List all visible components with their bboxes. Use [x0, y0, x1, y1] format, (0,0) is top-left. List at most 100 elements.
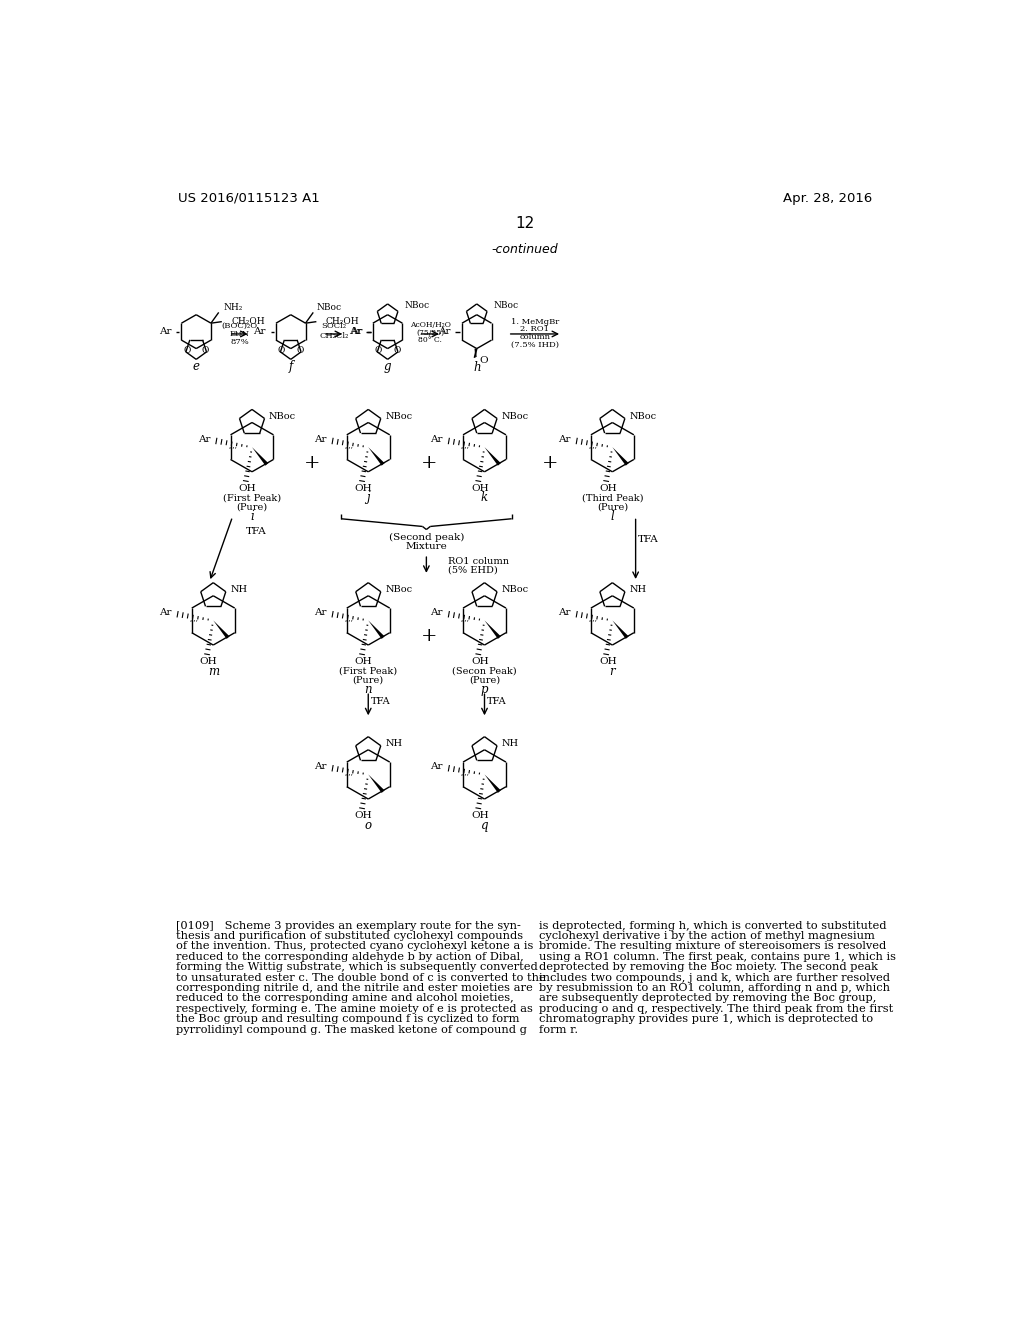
Text: forming the Wittig substrate, which is subsequently converted: forming the Wittig substrate, which is s…: [176, 962, 538, 973]
Text: OH: OH: [599, 484, 616, 494]
Text: p: p: [480, 684, 488, 696]
Text: form r.: form r.: [539, 1024, 578, 1035]
Text: (7.5% IHD): (7.5% IHD): [511, 341, 559, 348]
Text: O: O: [296, 346, 304, 355]
Text: (Pure): (Pure): [352, 676, 384, 685]
Text: of the invention. Thus, protected cyano cyclohexyl ketone a is: of the invention. Thus, protected cyano …: [176, 941, 534, 952]
Text: Ar: Ar: [314, 436, 327, 444]
Text: TFA: TFA: [371, 697, 390, 706]
Text: m: m: [208, 665, 219, 677]
Text: [0109]   Scheme 3 provides an exemplary route for the syn-: [0109] Scheme 3 provides an exemplary ro…: [176, 921, 521, 931]
Text: g: g: [384, 360, 391, 372]
Text: NBoc: NBoc: [630, 412, 656, 421]
Text: o: o: [365, 818, 372, 832]
Text: is deprotected, forming h, which is converted to substituted: is deprotected, forming h, which is conv…: [539, 921, 886, 931]
Text: CH₂OH: CH₂OH: [326, 317, 359, 326]
Text: deprotected by removing the Boc moiety. The second peak: deprotected by removing the Boc moiety. …: [539, 962, 878, 973]
Text: f: f: [289, 360, 293, 372]
Text: 12: 12: [515, 216, 535, 231]
Text: 1. MeMgBr: 1. MeMgBr: [511, 318, 559, 326]
Text: OH: OH: [471, 812, 488, 821]
Polygon shape: [612, 447, 629, 466]
Text: ,,,,: ,,,,: [461, 441, 470, 449]
Text: chromatography provides pure 1, which is deprotected to: chromatography provides pure 1, which is…: [539, 1014, 872, 1024]
Text: i: i: [250, 510, 254, 523]
Text: NH: NH: [502, 739, 519, 748]
Text: NBoc: NBoc: [502, 585, 528, 594]
Polygon shape: [213, 620, 229, 639]
Text: O: O: [479, 355, 487, 364]
Text: (Pure): (Pure): [237, 503, 267, 512]
Text: OH: OH: [239, 484, 256, 494]
Text: (BOC)₂O: (BOC)₂O: [221, 322, 258, 330]
Text: Ar: Ar: [314, 609, 327, 618]
Text: cyclohexyl derivative i by the action of methyl magnesium: cyclohexyl derivative i by the action of…: [539, 931, 874, 941]
Text: pyrrolidinyl compound g. The masked ketone of compound g: pyrrolidinyl compound g. The masked keto…: [176, 1024, 527, 1035]
Text: O: O: [393, 346, 400, 355]
Text: ,,,,: ,,,,: [190, 614, 199, 622]
Text: using a RO1 column. The first peak, contains pure 1, which is: using a RO1 column. The first peak, cont…: [539, 952, 896, 962]
Text: +: +: [542, 454, 559, 471]
Text: ,,,,: ,,,,: [589, 441, 598, 449]
Text: e: e: [193, 360, 200, 372]
Text: SOCl₂: SOCl₂: [322, 322, 347, 330]
Polygon shape: [484, 620, 501, 639]
Text: respectively, forming e. The amine moiety of e is protected as: respectively, forming e. The amine moiet…: [176, 1003, 532, 1014]
Polygon shape: [612, 620, 629, 639]
Text: ,,,,: ,,,,: [589, 614, 598, 622]
Text: NBoc: NBoc: [404, 301, 430, 310]
Text: O: O: [183, 346, 190, 355]
Text: 87%: 87%: [230, 338, 249, 346]
Text: NH₂: NH₂: [223, 304, 243, 313]
Text: TFA: TFA: [486, 697, 507, 706]
Text: q: q: [480, 818, 488, 832]
Text: OH: OH: [354, 812, 373, 821]
Text: Ar: Ar: [558, 609, 570, 618]
Polygon shape: [369, 447, 385, 466]
Text: producing o and q, respectively. The third peak from the first: producing o and q, respectively. The thi…: [539, 1003, 893, 1014]
Text: to unsaturated ester c. The double bond of c is converted to the: to unsaturated ester c. The double bond …: [176, 973, 546, 982]
Text: OH: OH: [599, 657, 616, 667]
Text: thesis and purification of substituted cyclohexyl compounds: thesis and purification of substituted c…: [176, 931, 523, 941]
Text: TFA: TFA: [246, 528, 266, 536]
Text: Ar: Ar: [438, 327, 451, 337]
Text: (Pure): (Pure): [469, 676, 500, 685]
Text: NBoc: NBoc: [494, 301, 519, 310]
Text: OH: OH: [354, 657, 373, 667]
Text: Ar: Ar: [254, 327, 266, 337]
Polygon shape: [484, 775, 501, 793]
Text: r: r: [609, 665, 615, 677]
Text: O: O: [202, 346, 209, 355]
Text: NH: NH: [385, 739, 402, 748]
Text: NBoc: NBoc: [269, 412, 296, 421]
Text: column: column: [519, 333, 550, 341]
Polygon shape: [369, 620, 385, 639]
Text: Mixture: Mixture: [406, 543, 447, 550]
Text: Ar: Ar: [558, 436, 570, 444]
Text: O: O: [278, 346, 286, 355]
Text: ,,,,: ,,,,: [461, 768, 470, 776]
Text: (Second peak): (Second peak): [389, 533, 464, 541]
Text: ,,,,: ,,,,: [228, 441, 238, 449]
Text: are subsequently deprotected by removing the Boc group,: are subsequently deprotected by removing…: [539, 994, 877, 1003]
Text: h: h: [473, 360, 480, 374]
Text: bromide. The resulting mixture of stereoisomers is resolved: bromide. The resulting mixture of stereo…: [539, 941, 886, 952]
Text: Ar: Ar: [349, 327, 361, 337]
Text: Et₃N: Et₃N: [229, 330, 250, 338]
Text: US 2016/0115123 A1: US 2016/0115123 A1: [178, 191, 321, 205]
Text: l: l: [610, 510, 614, 523]
Text: OH: OH: [354, 484, 373, 494]
Text: TFA: TFA: [638, 535, 658, 544]
Text: corresponding nitrile d, and the nitrile and ester moieties are: corresponding nitrile d, and the nitrile…: [176, 983, 532, 993]
Text: +: +: [421, 627, 437, 644]
Text: reduced to the corresponding aldehyde b by action of Dibal,: reduced to the corresponding aldehyde b …: [176, 952, 524, 962]
Text: NBoc: NBoc: [385, 585, 413, 594]
Text: +: +: [421, 454, 437, 471]
Text: (Secon Peak): (Secon Peak): [453, 667, 517, 676]
Text: 80° C.: 80° C.: [419, 337, 442, 345]
Text: ,,,,: ,,,,: [345, 441, 354, 449]
Text: Ar: Ar: [159, 327, 171, 337]
Text: Ar: Ar: [350, 327, 362, 337]
Text: ,,,,: ,,,,: [345, 768, 354, 776]
Text: (75/25): (75/25): [416, 329, 444, 337]
